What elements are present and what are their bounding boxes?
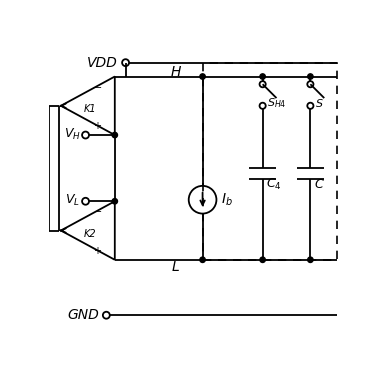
Text: $V_H$: $V_H$ — [64, 127, 81, 142]
Circle shape — [260, 74, 265, 79]
Bar — [203, 62, 337, 260]
Circle shape — [260, 257, 265, 263]
Text: $S$: $S$ — [315, 97, 324, 109]
Circle shape — [200, 257, 205, 263]
Text: K1: K1 — [84, 104, 96, 114]
Text: $C$: $C$ — [314, 178, 325, 191]
Text: $V_L$: $V_L$ — [65, 193, 80, 208]
Circle shape — [112, 132, 117, 138]
Circle shape — [112, 199, 117, 204]
Text: $+$: $+$ — [93, 245, 102, 256]
Circle shape — [200, 74, 205, 79]
Text: $-$: $-$ — [93, 205, 102, 216]
Text: GND: GND — [67, 308, 99, 322]
Text: VDD: VDD — [87, 56, 118, 70]
Text: $C_4$: $C_4$ — [266, 177, 282, 192]
Text: $+$: $+$ — [93, 120, 102, 131]
Text: $S_{H4}$: $S_{H4}$ — [267, 96, 287, 110]
Text: $-$: $-$ — [93, 81, 102, 91]
Circle shape — [308, 74, 313, 79]
Circle shape — [308, 257, 313, 263]
Text: L: L — [172, 261, 179, 274]
Text: $I_b$: $I_b$ — [221, 192, 233, 208]
Text: H: H — [170, 65, 181, 79]
Text: K2: K2 — [84, 229, 96, 239]
